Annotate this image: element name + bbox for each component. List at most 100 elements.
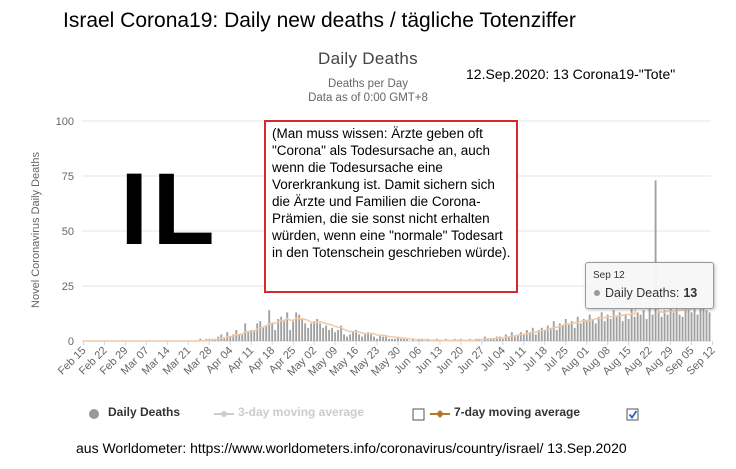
daily-death-bar[interactable]	[412, 338, 414, 341]
daily-death-bar[interactable]	[337, 330, 340, 341]
daily-death-bar[interactable]	[391, 338, 393, 341]
daily-death-bar[interactable]	[600, 312, 603, 341]
daily-death-bar[interactable]	[382, 336, 384, 341]
daily-death-bar[interactable]	[355, 330, 357, 341]
daily-death-bar[interactable]	[406, 338, 408, 341]
daily-death-bar[interactable]	[531, 327, 534, 341]
daily-death-bar[interactable]	[334, 332, 337, 341]
daily-death-bar[interactable]	[367, 332, 369, 341]
legend-daily-deaths[interactable]: Daily Deaths	[108, 405, 181, 419]
daily-death-bar[interactable]	[346, 336, 349, 341]
daily-death-bar[interactable]	[304, 323, 307, 341]
daily-death-bar[interactable]	[582, 319, 585, 341]
daily-death-bar[interactable]	[268, 310, 271, 341]
daily-death-bar[interactable]	[250, 330, 253, 341]
daily-death-bar[interactable]	[271, 323, 274, 341]
daily-death-bar[interactable]	[394, 338, 396, 341]
daily-death-bar[interactable]	[283, 321, 286, 341]
daily-death-bar[interactable]	[681, 316, 684, 341]
daily-death-bar[interactable]	[609, 319, 612, 341]
daily-death-bar[interactable]	[585, 321, 588, 341]
daily-death-bar[interactable]	[669, 308, 672, 341]
daily-death-bar[interactable]	[528, 332, 531, 341]
daily-death-bar[interactable]	[310, 323, 313, 341]
daily-death-bar[interactable]	[666, 314, 669, 341]
daily-death-bar[interactable]	[627, 319, 630, 341]
daily-death-bar[interactable]	[397, 336, 399, 341]
daily-death-bar[interactable]	[594, 323, 597, 341]
daily-death-bar[interactable]	[265, 325, 268, 341]
legend-3day-average[interactable]: 3-day moving average	[238, 405, 365, 419]
daily-death-bar[interactable]	[552, 321, 555, 341]
daily-death-bar[interactable]	[340, 325, 343, 341]
daily-death-bar[interactable]	[274, 330, 277, 341]
daily-death-bar[interactable]	[654, 180, 657, 341]
daily-death-bar[interactable]	[636, 312, 639, 341]
daily-death-bar[interactable]	[400, 338, 402, 341]
daily-death-bar[interactable]	[313, 321, 316, 341]
daily-death-bar[interactable]	[253, 330, 256, 341]
daily-death-bar[interactable]	[361, 336, 363, 341]
daily-death-bar[interactable]	[651, 314, 654, 341]
daily-death-bar[interactable]	[624, 314, 627, 341]
daily-death-bar[interactable]	[232, 334, 235, 341]
daily-death-bar[interactable]	[199, 338, 202, 341]
daily-death-bar[interactable]	[501, 338, 504, 341]
daily-death-bar[interactable]	[633, 316, 636, 341]
daily-death-bar[interactable]	[343, 334, 346, 341]
daily-death-bar[interactable]	[328, 330, 331, 341]
daily-death-bar[interactable]	[537, 330, 540, 341]
daily-death-bar[interactable]	[564, 319, 567, 341]
daily-death-bar[interactable]	[280, 316, 283, 341]
daily-death-bar[interactable]	[561, 325, 564, 341]
daily-death-bar[interactable]	[301, 319, 304, 341]
daily-death-bar[interactable]	[534, 334, 537, 341]
daily-death-bar[interactable]	[364, 334, 366, 341]
daily-death-bar[interactable]	[295, 312, 298, 341]
daily-death-bar[interactable]	[699, 308, 702, 341]
daily-death-bar[interactable]	[675, 305, 678, 341]
daily-death-bar[interactable]	[358, 334, 360, 341]
daily-death-bar[interactable]	[385, 336, 387, 341]
ma3-checkbox[interactable]	[412, 408, 425, 421]
daily-death-bar[interactable]	[277, 319, 280, 341]
daily-death-bar[interactable]	[597, 316, 600, 341]
daily-death-bar[interactable]	[522, 334, 525, 341]
daily-death-bar[interactable]	[223, 338, 226, 341]
daily-death-bar[interactable]	[241, 334, 244, 341]
daily-death-bar[interactable]	[702, 303, 705, 341]
daily-death-bar[interactable]	[229, 336, 232, 341]
daily-death-bar[interactable]	[621, 321, 624, 341]
daily-death-bar[interactable]	[579, 323, 582, 341]
daily-death-bar[interactable]	[591, 319, 594, 341]
daily-death-bar[interactable]	[388, 338, 390, 341]
daily-death-bar[interactable]	[663, 310, 666, 341]
daily-death-bar[interactable]	[690, 312, 693, 341]
daily-death-bar[interactable]	[576, 316, 579, 341]
daily-death-bar[interactable]	[319, 323, 322, 341]
daily-death-bar[interactable]	[373, 336, 375, 341]
daily-death-bar[interactable]	[525, 330, 528, 341]
daily-death-bar[interactable]	[492, 338, 495, 341]
daily-death-bar[interactable]	[708, 312, 711, 341]
legend-7day-average[interactable]: 7-day moving average	[454, 405, 581, 419]
daily-death-bar[interactable]	[588, 314, 591, 341]
daily-death-bar[interactable]	[603, 321, 606, 341]
daily-death-bar[interactable]	[615, 316, 618, 341]
daily-death-bar[interactable]	[259, 321, 262, 341]
daily-death-bar[interactable]	[639, 314, 642, 341]
daily-death-bar[interactable]	[648, 305, 651, 341]
daily-death-bar[interactable]	[618, 312, 621, 341]
daily-death-bar[interactable]	[612, 310, 615, 341]
daily-death-bar[interactable]	[486, 338, 489, 341]
daily-death-bar[interactable]	[684, 310, 687, 341]
daily-death-bar[interactable]	[292, 321, 295, 341]
daily-death-bar[interactable]	[696, 314, 699, 341]
daily-death-bar[interactable]	[672, 312, 675, 341]
daily-death-bar[interactable]	[235, 330, 238, 341]
daily-death-bar[interactable]	[349, 334, 352, 341]
daily-death-bar[interactable]	[573, 327, 576, 341]
daily-death-bar[interactable]	[543, 330, 546, 341]
daily-death-bar[interactable]	[513, 336, 516, 341]
daily-death-bar[interactable]	[298, 314, 301, 341]
